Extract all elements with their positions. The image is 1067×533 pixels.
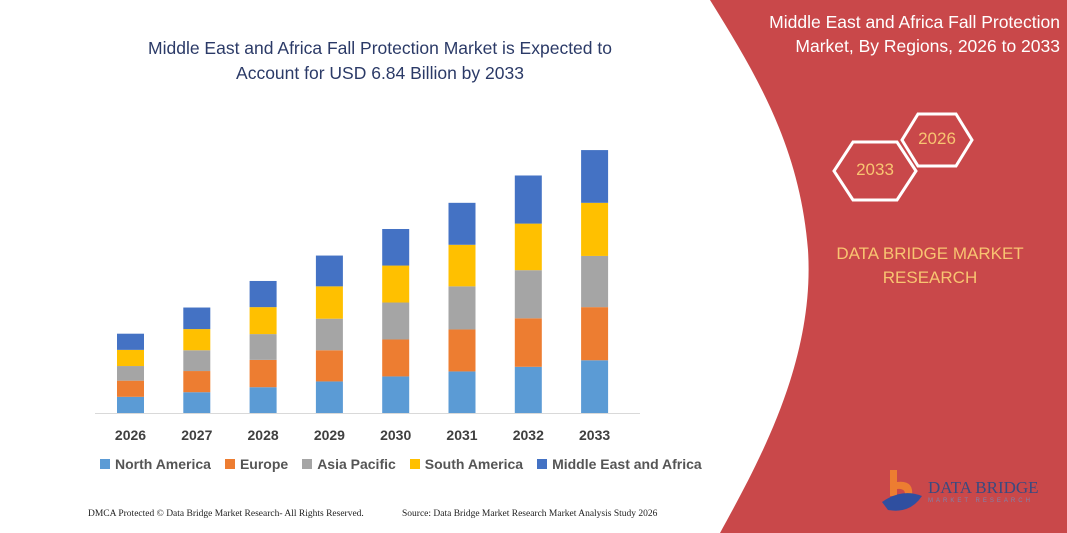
title-line: Middle East and Africa Fall Protection M… [148,38,612,58]
x-tick-label: 2033 [579,427,610,443]
x-tick-label: 2030 [380,427,411,443]
bar-segment-2030-2 [382,302,410,340]
bar-segment-2028-2 [249,334,277,360]
x-tick-label: 2031 [446,427,477,443]
side-panel-shape [710,0,1067,533]
bar-segment-2032-3 [514,223,542,271]
bar-segment-2031-1 [448,329,476,372]
bar-segment-2033-4 [581,150,609,203]
bar-segment-2026-1 [117,380,144,397]
bar-segment-2028-1 [249,359,277,388]
bar-segment-2031-0 [448,371,476,413]
legend-item: Europe [224,456,289,472]
bar-segment-2028-4 [249,280,277,308]
legend-label: Asia Pacific [317,456,396,472]
hexagon-2033 [832,140,918,202]
legend-label: Europe [239,456,289,472]
bar-segment-2030-3 [382,265,410,303]
bar-segment-2032-2 [514,270,542,319]
legend-swatch [409,459,420,469]
x-tick-label: 2027 [181,427,212,443]
x-tick-label: 2029 [314,427,345,443]
logo: DATA BRIDGE MARKET RESEARCH [880,468,1039,514]
bar-segment-2026-3 [117,349,144,367]
bar-segment-2028-0 [249,387,277,413]
legend-item: South America [409,456,524,472]
legend-label: South America [424,456,524,472]
x-tick-label: 2028 [248,427,279,443]
logo-text: DATA BRIDGE [928,478,1039,497]
side-title-line: Market, By Regions, 2026 to 2033 [795,36,1060,56]
logo-subtext: MARKET RESEARCH [928,498,1033,504]
x-tick-label: 2032 [513,427,544,443]
bar-segment-2029-3 [315,286,343,319]
bar-segment-2029-4 [315,255,343,287]
bar-segment-2029-2 [315,318,343,351]
bar-segment-2033-2 [581,255,609,308]
stacked-bar-chart: 2026 2027 2028 2029 2030 2031 2032 2033 [95,150,640,443]
legend-swatch [302,459,313,469]
bar-segment-2026-4 [117,333,144,350]
side-panel-title: Middle East and Africa Fall Protection M… [720,10,1060,58]
legend-label: Middle East and Africa [552,456,702,472]
bar-segment-2030-1 [382,339,410,377]
title-line: Account for USD 6.84 Billion by 2033 [236,63,524,83]
side-title-line: Middle East and Africa Fall Protection [769,12,1060,32]
bar-segment-2032-4 [514,175,542,224]
bar-segment-2033-1 [581,307,609,361]
bar-segment-2031-4 [448,202,476,245]
legend-item: North America [100,456,211,472]
hex-label-start: 2026 [918,129,956,148]
bar-segment-2029-0 [315,381,343,413]
bar-segment-2026-2 [117,366,144,381]
bar-segment-2030-4 [382,228,410,266]
bar-segment-2027-4 [183,307,211,330]
legend-item: Middle East and Africa [537,456,702,472]
footer-source: Source: Data Bridge Market Research Mark… [402,509,658,519]
brand-text: DATA BRIDGE MARKET RESEARCH [800,242,1060,290]
legend-label: North America [115,456,211,472]
bar-segment-2032-1 [514,318,542,367]
brand-line: RESEARCH [882,268,978,287]
bar-segment-2027-3 [183,329,211,351]
chart-title: Middle East and Africa Fall Protection M… [90,36,670,86]
bar-segment-2027-2 [183,350,211,372]
legend-swatch [100,459,110,469]
hex-label-end: 2033 [856,160,894,179]
bar-segment-2033-3 [581,202,609,256]
brand-line: DATA BRIDGE MARKET [836,244,1024,263]
legend-item: Asia Pacific [302,456,396,472]
bar-segment-2032-0 [514,366,542,413]
bar-segment-2031-3 [448,244,476,287]
logo-icon [882,470,922,511]
hexagon-2026 [900,112,974,168]
footer-copyright: DMCA Protected © Data Bridge Market Rese… [88,509,364,519]
legend-swatch [224,459,235,469]
legend-swatch [537,459,548,469]
bar-segment-2033-0 [581,360,609,413]
bar-segment-2026-0 [117,396,144,413]
x-tick-label: 2026 [115,427,146,443]
bar-segment-2027-0 [183,392,211,413]
bar-segment-2027-1 [183,371,211,393]
bar-segment-2031-2 [448,286,476,330]
bar-segment-2030-0 [382,376,410,413]
bar-segment-2029-1 [315,350,343,382]
bar-segment-2028-3 [249,307,277,335]
legend: North America Europe Asia Pacific South Ame… [100,456,702,472]
